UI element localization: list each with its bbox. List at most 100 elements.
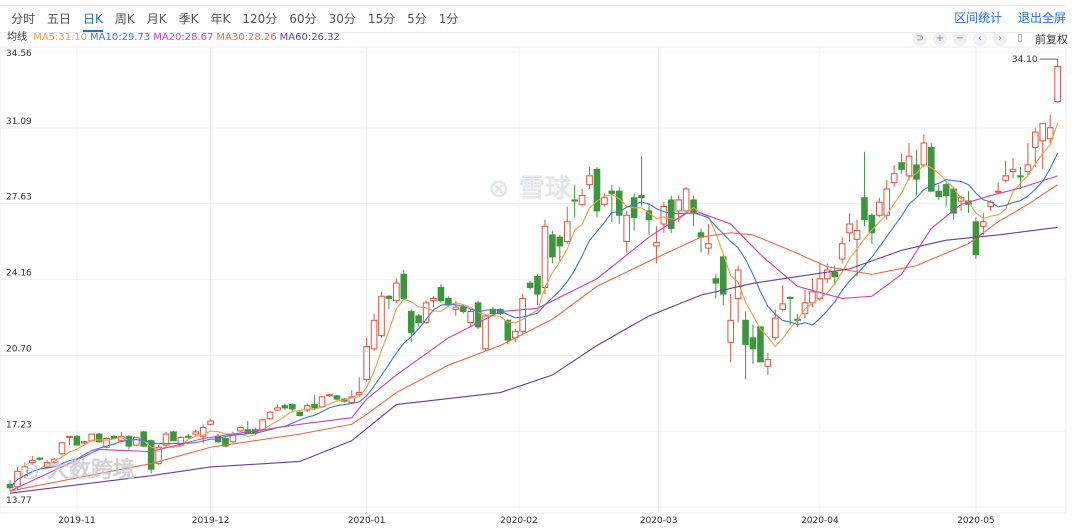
candle-body: [378, 295, 385, 337]
candle-body: [786, 296, 794, 299]
candle: [801, 289, 809, 319]
candle-body: [1039, 122, 1047, 142]
candle-body: [779, 303, 787, 310]
candle: [556, 234, 564, 262]
candle: [467, 309, 474, 327]
tab-12[interactable]: 1分: [438, 12, 459, 26]
candle: [452, 300, 460, 316]
candle-body: [608, 190, 616, 194]
chevron-right-icon[interactable]: ›: [993, 32, 1007, 46]
candlestick-icon[interactable]: ▯: [1017, 33, 1023, 44]
candle: [103, 437, 110, 449]
y-tick-label: 24.16: [6, 269, 32, 279]
candle: [690, 195, 697, 227]
candle: [370, 313, 378, 351]
candle: [705, 224, 712, 255]
candle: [81, 440, 88, 444]
candle: [133, 436, 140, 447]
x-tick-label: 2019-11: [58, 516, 96, 526]
candle: [43, 460, 51, 470]
price-adjust-button[interactable]: 前复权: [1035, 33, 1068, 46]
ma-line-ma20: [9, 175, 1058, 492]
tab-7[interactable]: 120分: [242, 12, 278, 26]
tab-0[interactable]: 分时: [11, 12, 36, 26]
zoom-out-icon[interactable]: −: [953, 32, 967, 46]
candle: [571, 184, 578, 218]
candle: [861, 151, 868, 227]
tab-2[interactable]: 日K: [83, 6, 103, 32]
ma-line-ma5: [9, 122, 1059, 489]
candle: [534, 274, 541, 305]
candle: [199, 424, 207, 443]
candle: [757, 326, 764, 363]
candle-body: [430, 297, 437, 302]
tab-4[interactable]: 月K: [146, 12, 167, 26]
candle-body: [81, 441, 88, 444]
undo-icon[interactable]: ⊃: [913, 32, 927, 46]
candle: [348, 390, 356, 404]
candle: [430, 296, 437, 308]
tab-8[interactable]: 60分: [289, 12, 317, 26]
candle: [980, 213, 987, 235]
candle: [727, 294, 735, 362]
candle-body: [303, 405, 311, 411]
tab-3[interactable]: 周K: [114, 12, 135, 26]
range-stats-link[interactable]: 区间统计: [954, 11, 1003, 25]
candle-body: [393, 282, 400, 302]
candle-body: [876, 201, 883, 216]
candle: [363, 337, 370, 382]
candle: [155, 445, 162, 465]
tab-5[interactable]: 季K: [178, 12, 199, 26]
candle-body: [281, 405, 289, 409]
legend-ma-2: MA20:28.67: [153, 32, 214, 43]
candle: [898, 153, 905, 174]
candle: [905, 143, 913, 181]
candle-body: [950, 188, 957, 214]
candle-body: [125, 435, 133, 447]
candle: [876, 197, 883, 218]
candle: [519, 294, 526, 334]
tab-9[interactable]: 30分: [328, 12, 356, 26]
candle: [563, 206, 571, 244]
candle: [586, 167, 593, 190]
y-tick-label: 31.09: [6, 117, 32, 127]
xueqiu-watermark: ⊗ 雪球: [488, 174, 571, 204]
candle-body: [534, 276, 541, 295]
chevron-left-icon[interactable]: ‹: [973, 32, 987, 46]
candle-body: [385, 295, 393, 299]
candle-body: [459, 306, 467, 313]
candle-body: [199, 427, 207, 437]
candle: [853, 219, 861, 277]
exit-fullscreen-link[interactable]: 退出全屏: [1017, 11, 1066, 25]
candle-body: [333, 395, 341, 400]
candle: [118, 431, 125, 442]
candle: [942, 182, 950, 207]
candle-body: [682, 188, 690, 212]
candle: [437, 284, 445, 303]
candle: [645, 204, 653, 235]
candle: [920, 134, 928, 168]
tab-10[interactable]: 15分: [367, 12, 396, 26]
candle-body: [28, 459, 36, 464]
candle: [578, 189, 586, 207]
candle-body: [274, 407, 281, 411]
candle-body: [764, 359, 772, 367]
candle-body: [43, 462, 51, 468]
tab-6[interactable]: 年K: [210, 12, 231, 26]
candle-body: [162, 433, 170, 446]
tab-11[interactable]: 5分: [407, 12, 427, 26]
chart-toolbar: ⊃ + − ‹ › ▯ 前复权: [907, 31, 1068, 47]
candle: [764, 353, 772, 376]
zoom-in-icon[interactable]: +: [933, 32, 947, 46]
candle: [1009, 158, 1017, 179]
candle: [326, 393, 333, 397]
candle: [549, 230, 556, 264]
candle-body: [519, 297, 526, 332]
tab-1[interactable]: 五日: [47, 12, 72, 26]
candle-body: [363, 346, 370, 380]
candle: [95, 433, 103, 443]
candle: [653, 226, 660, 264]
candle-body: [549, 234, 556, 258]
candle-body: [838, 243, 846, 260]
